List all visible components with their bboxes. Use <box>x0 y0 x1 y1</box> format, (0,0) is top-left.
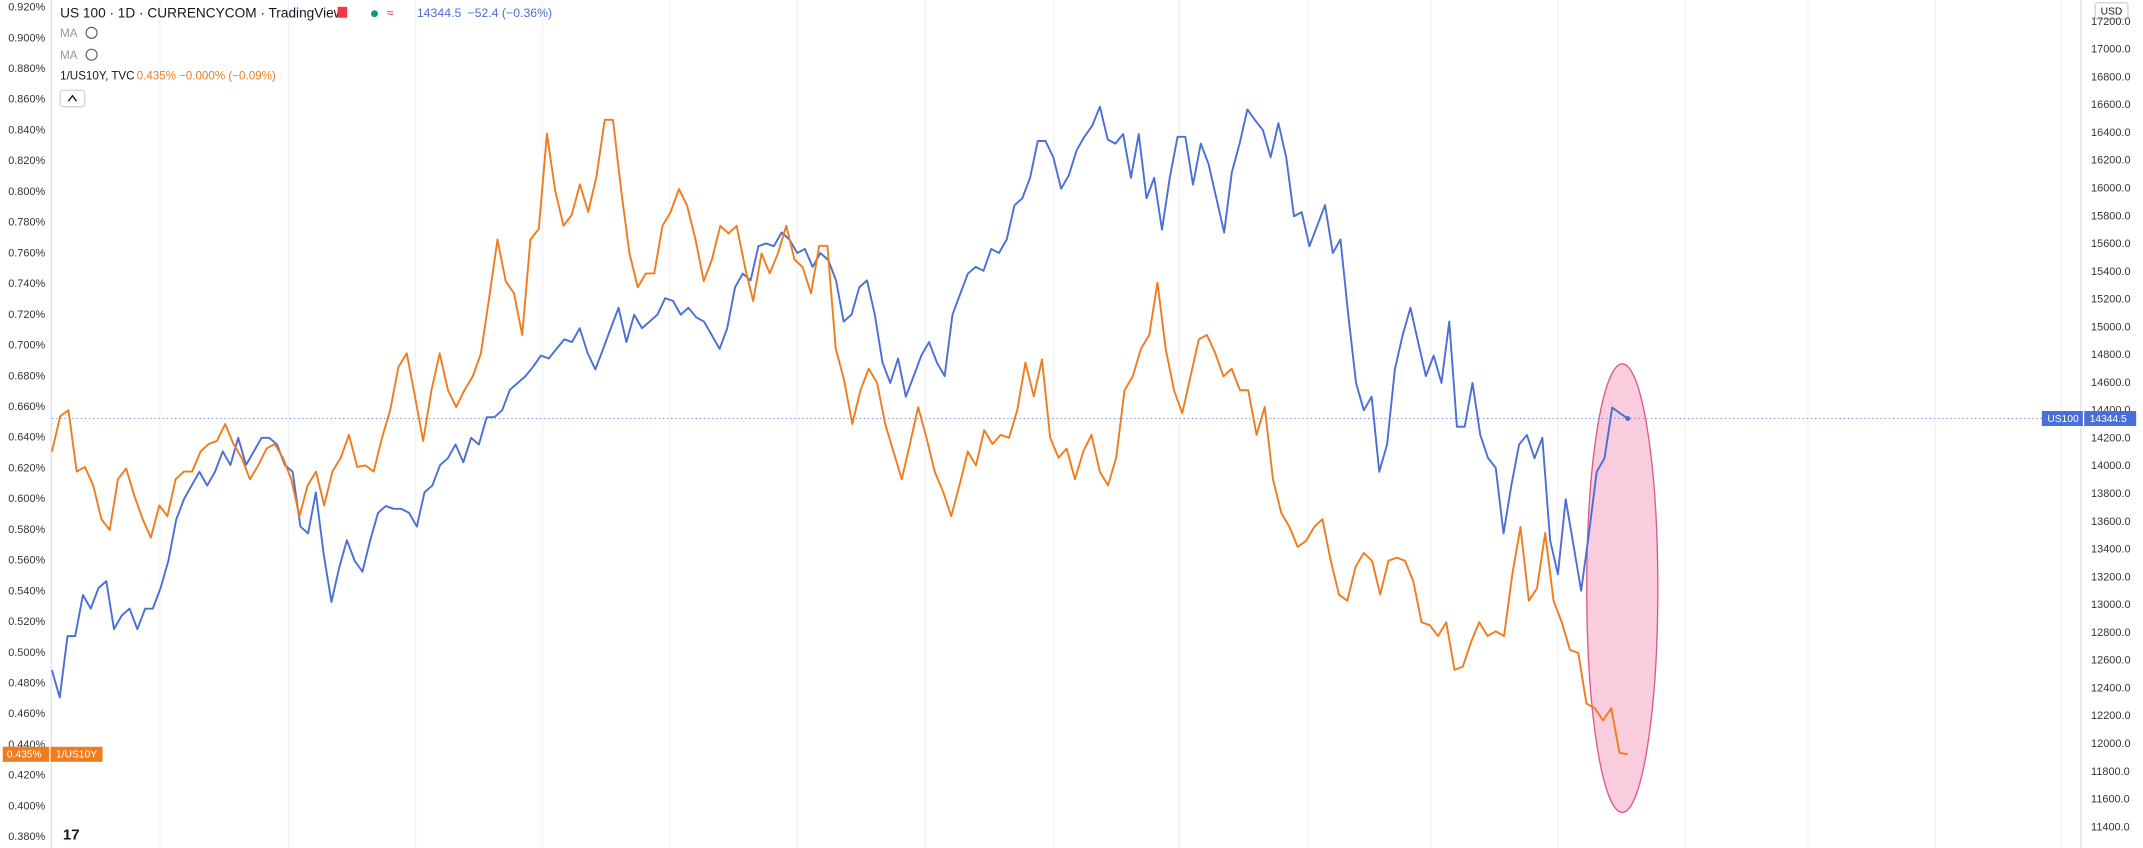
price-tag-name: 1/US10Y <box>56 750 97 761</box>
y2-tick-label: 14800.0 <box>2091 349 2130 361</box>
y-tick-label: 0.880% <box>8 63 45 75</box>
y2-tick-label: 14600.0 <box>2091 377 2130 389</box>
y2-tick-label: 14200.0 <box>2091 432 2130 444</box>
tv-logo[interactable]: 17 <box>63 827 80 844</box>
y2-tick-label: 16600.0 <box>2091 99 2130 111</box>
chart-title: US 100 · 1D · CURRENCYCOM · TradingView <box>60 5 344 20</box>
secondary-title: 1/US10Y, TVC <box>60 70 134 83</box>
y2-tick-label: 16400.0 <box>2091 127 2130 139</box>
y-tick-label: 0.380% <box>8 831 45 843</box>
market-status-icon <box>371 10 378 18</box>
y2-tick-label: 15400.0 <box>2091 266 2130 278</box>
y-tick-label: 0.400% <box>8 800 45 812</box>
y-tick-label: 0.460% <box>8 708 45 720</box>
quote-change: −52.4 (−0.36%) <box>467 6 552 20</box>
y-tick-label: 0.780% <box>8 217 45 229</box>
collapse-icon <box>67 94 78 102</box>
y2-tick-label: 12800.0 <box>2091 627 2130 639</box>
y-tick-label: 0.900% <box>8 32 45 44</box>
y2-tick-label: 16200.0 <box>2091 155 2130 167</box>
y2-tick-label: 15000.0 <box>2091 321 2130 333</box>
y-tick-label: 0.720% <box>8 309 45 321</box>
y2-tick-label: 11800.0 <box>2091 766 2130 778</box>
y2-tick-label: 13200.0 <box>2091 571 2130 583</box>
price-tag-value: 0.435% <box>7 750 42 761</box>
y-tick-label: 0.800% <box>8 186 45 198</box>
y-tick-label: 0.520% <box>8 616 45 628</box>
y2-tick-label: 13600.0 <box>2091 516 2130 528</box>
y2-tick-label: 11400.0 <box>2091 821 2130 833</box>
series-line <box>51 105 1629 699</box>
y2-tick-label: 12000.0 <box>2091 738 2130 750</box>
y-tick-label: 0.740% <box>8 278 45 290</box>
price-tag-value: 14344.5 <box>2090 414 2127 425</box>
y2-tick-label: 12200.0 <box>2091 710 2130 722</box>
y-tick-label: 0.420% <box>8 770 45 782</box>
y2-tick-label: 13800.0 <box>2091 488 2130 500</box>
series-line <box>51 118 1628 756</box>
y-tick-label: 0.820% <box>8 155 45 167</box>
y-tick-label: 0.660% <box>8 401 45 413</box>
y-tick-label: 0.540% <box>8 585 45 597</box>
y-tick-label: 0.840% <box>8 124 45 136</box>
y2-tick-label: 13400.0 <box>2091 544 2130 556</box>
y-tick-label: 0.500% <box>8 647 45 659</box>
hidden-icon[interactable] <box>85 26 98 39</box>
flag-icon <box>337 6 348 18</box>
ma-label[interactable]: MA <box>60 27 78 40</box>
plot <box>51 105 2081 756</box>
y2-tick-label: 17200.0 <box>2091 16 2130 28</box>
y-tick-label: 0.480% <box>8 678 45 690</box>
y2-tick-label: 16000.0 <box>2091 182 2130 194</box>
quote: 14344.5 <box>417 6 462 20</box>
y-tick-label: 0.560% <box>8 555 45 567</box>
currency-label[interactable]: USD <box>2101 6 2123 17</box>
secondary-change: −0.000% (−0.09%) <box>179 70 276 83</box>
hidden-icon[interactable] <box>85 48 98 61</box>
price-tag <box>50 746 103 762</box>
y2-tick-label: 16800.0 <box>2091 71 2130 83</box>
last-point <box>1625 416 1631 421</box>
price-tag <box>2041 410 2083 427</box>
y2-tick-label: 14000.0 <box>2091 460 2130 472</box>
y-tick-label: 0.760% <box>8 247 45 259</box>
price-tag <box>2 746 50 762</box>
y2-tick-label: 13000.0 <box>2091 599 2130 611</box>
delay-icon: ≈ <box>387 6 394 20</box>
y2-tick-label: 15800.0 <box>2091 210 2130 222</box>
y-tick-label: 0.600% <box>8 493 45 505</box>
y-tick-label: 0.920% <box>8 2 45 14</box>
y-tick-label: 0.700% <box>8 340 45 352</box>
y2-tick-label: 17000.0 <box>2091 44 2130 56</box>
y2-tick-label: 15200.0 <box>2091 294 2130 306</box>
y-tick-label: 0.640% <box>8 432 45 444</box>
highlight-ellipse <box>1586 363 1659 814</box>
y-tick-label: 0.580% <box>8 524 45 536</box>
collapse-button[interactable] <box>59 89 86 108</box>
secondary-quote: 0.435% <box>137 70 176 83</box>
price-tag-name: US100 <box>2047 414 2079 425</box>
y-tick-label: 0.860% <box>8 94 45 106</box>
y-tick-label: 0.680% <box>8 370 45 382</box>
y2-tick-label: 15600.0 <box>2091 238 2130 250</box>
y-tick-label: 0.620% <box>8 462 45 474</box>
price-tag <box>2084 410 2137 427</box>
grid <box>159 0 2062 848</box>
y2-tick-label: 12600.0 <box>2091 655 2130 667</box>
y2-tick-label: 11600.0 <box>2091 794 2130 806</box>
currency-button[interactable] <box>2094 2 2129 20</box>
y2-tick-label: 12400.0 <box>2091 682 2130 694</box>
ma-label[interactable]: MA <box>60 49 78 62</box>
